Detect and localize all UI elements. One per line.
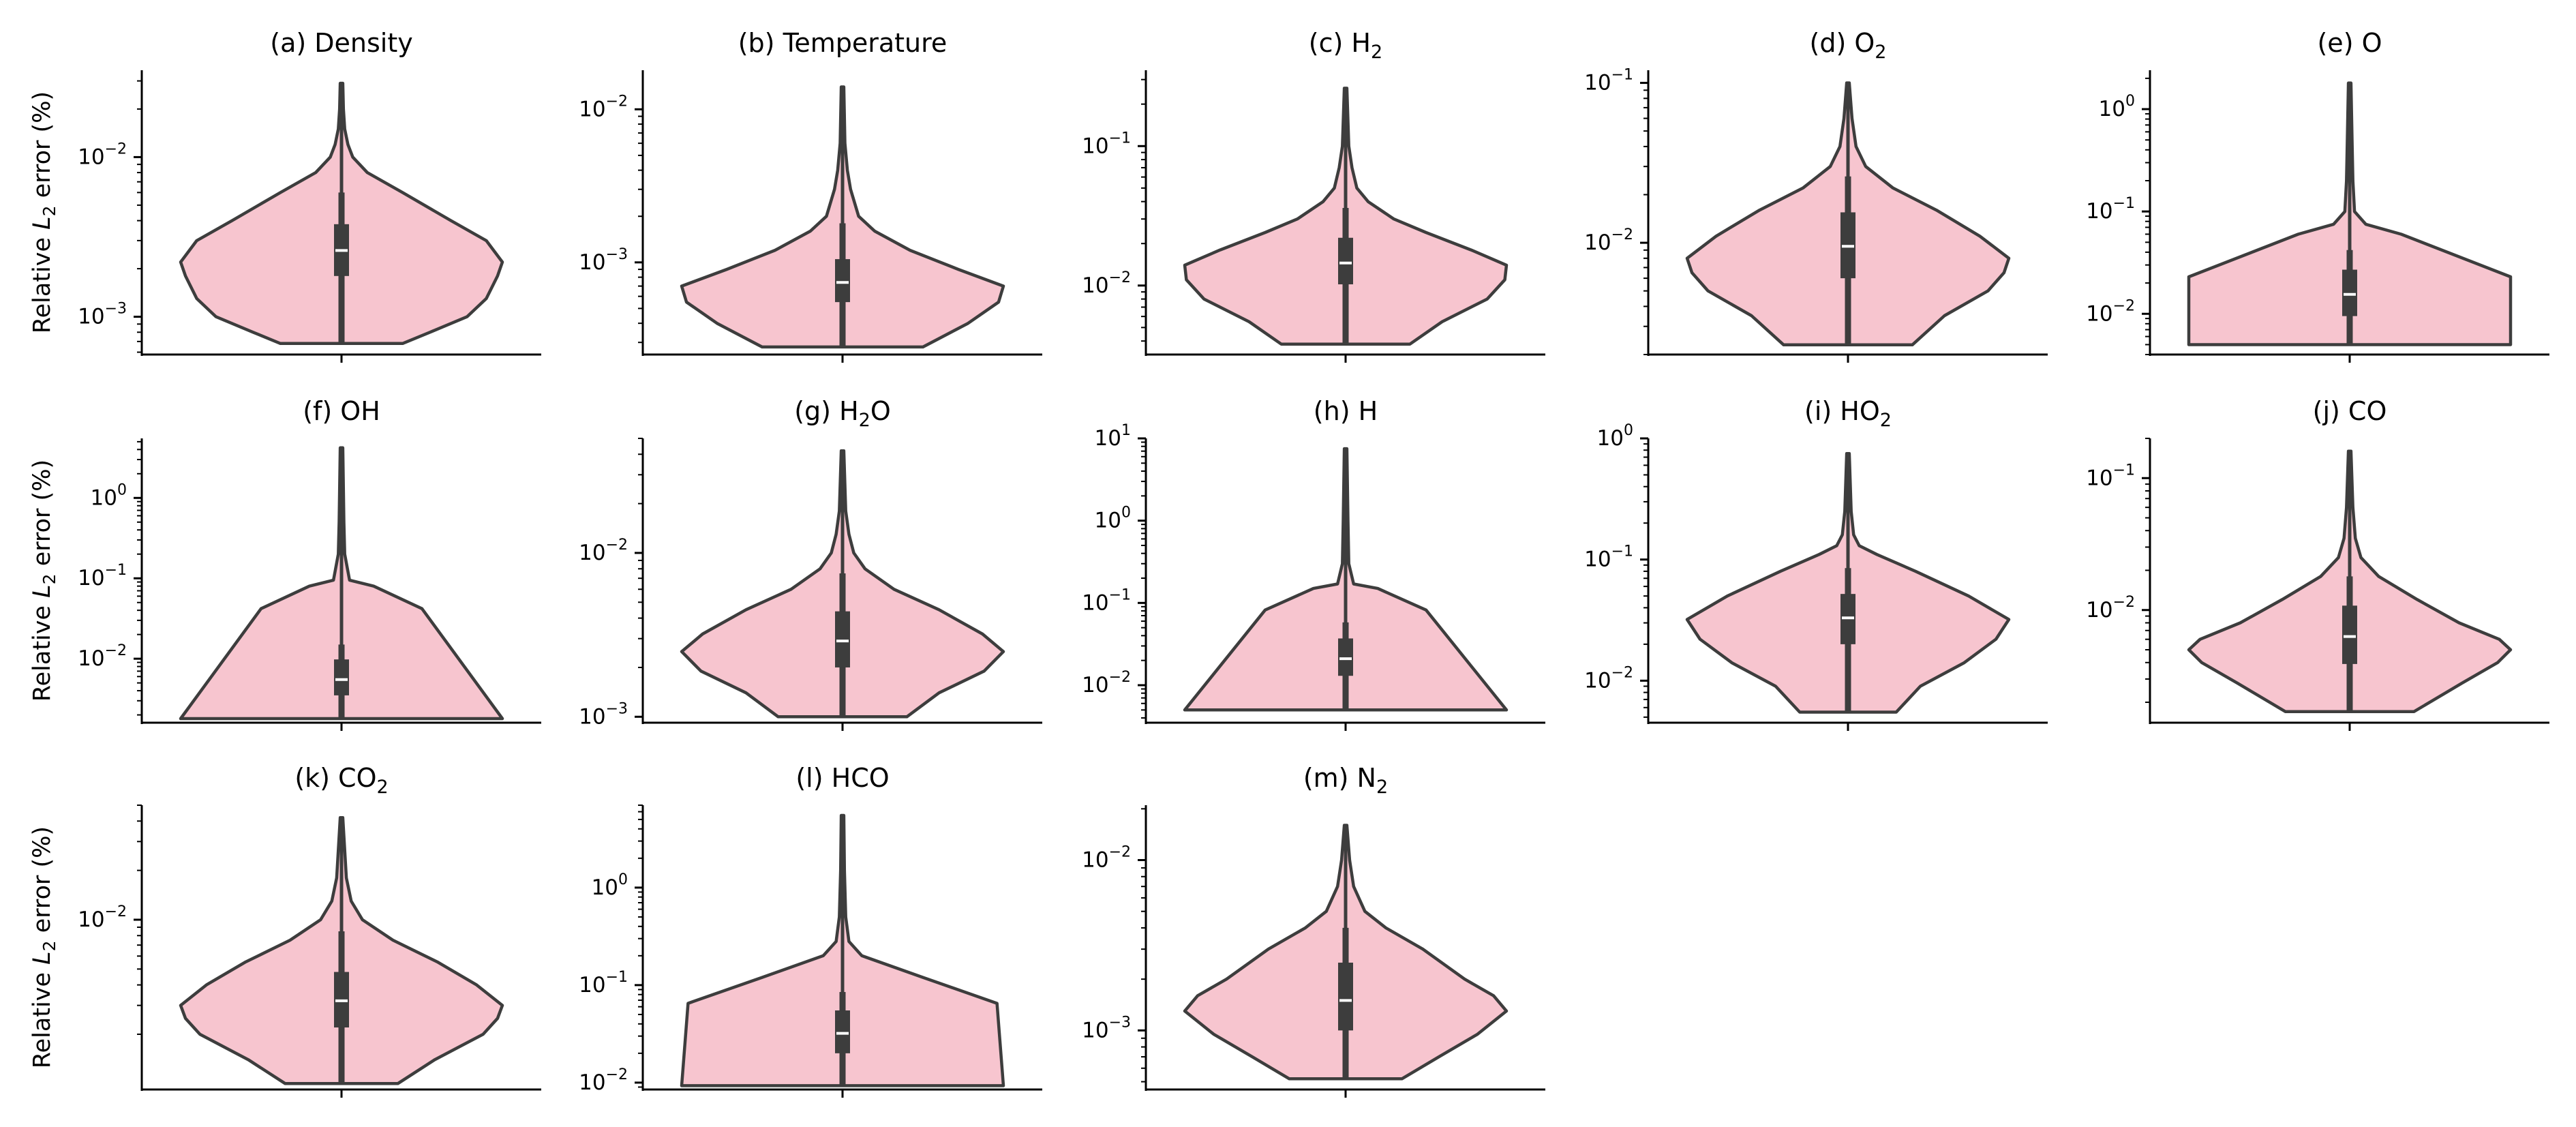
y-tick-label: 10−2 — [2086, 297, 2135, 326]
panel-title: (d) O2 — [1810, 28, 1887, 63]
y-tick-label: 10−2 — [1584, 664, 1633, 693]
iqr-box — [2342, 269, 2357, 316]
y-tick-label: 10−1 — [78, 562, 127, 590]
panel-title: (i) HO2 — [1804, 396, 1892, 431]
y-tick-label: 10−2 — [78, 903, 127, 932]
y-tick-label: 10−3 — [579, 700, 628, 729]
iqr-box — [1338, 638, 1353, 676]
panel-title: (c) H2 — [1309, 28, 1382, 63]
violin-panel: 10−2 10−1 100 (e) O — [2086, 28, 2549, 363]
iqr-box — [835, 1010, 850, 1053]
panel-title: (l) HCO — [795, 763, 889, 793]
y-tick-label: 100 — [2099, 93, 2135, 121]
y-tick-label: 10−1 — [2086, 195, 2135, 224]
iqr-box — [1338, 962, 1353, 1031]
y-axis-label: Relative L2 error (%) — [29, 826, 59, 1068]
y-tick-label: 100 — [91, 481, 127, 510]
violin-panel: 10−3 10−2 (b) Temperature — [579, 28, 1042, 363]
panel-title: (m) N2 — [1303, 763, 1388, 798]
y-tick-label: 10−2 — [1082, 269, 1131, 298]
panel-title: (j) CO — [2313, 396, 2387, 426]
violin-panel: 10−2 10−1 100 (l) HCO — [579, 763, 1042, 1098]
violin-panel: 10−2 10−1 100 101 (h) H — [1082, 396, 1545, 731]
y-tick-label: 10−1 — [1082, 130, 1131, 158]
panel-title: (b) Temperature — [738, 28, 948, 58]
y-tick-label: 10−2 — [2086, 594, 2135, 622]
violin-panel: 10−2 10−1 (c) H2 — [1082, 28, 1545, 363]
y-tick-label: 10−2 — [579, 93, 628, 121]
y-tick-label: 10−2 — [78, 140, 127, 169]
y-axis-label: Relative L2 error (%) — [29, 91, 59, 333]
iqr-box — [1338, 237, 1353, 285]
y-tick-label: 10−2 — [1082, 844, 1131, 873]
violin-panel: 10−2 (k) CO2 Relative L2 error (%) — [29, 763, 541, 1098]
y-tick-label: 10−2 — [1584, 226, 1633, 255]
y-tick-label: 10−2 — [579, 537, 628, 565]
y-tick-label: 10−3 — [78, 301, 127, 329]
iqr-box — [2342, 605, 2357, 664]
y-tick-label: 100 — [592, 871, 628, 900]
y-tick-label: 10−1 — [1584, 67, 1633, 95]
y-tick-label: 101 — [1095, 422, 1131, 451]
panel-title: (f) OH — [303, 396, 380, 426]
y-tick-label: 10−1 — [2086, 462, 2135, 490]
y-tick-label: 100 — [1597, 422, 1633, 451]
panel-title: (g) H2O — [794, 396, 891, 431]
y-axis-label: Relative L2 error (%) — [29, 460, 59, 702]
violin-panel: 10−3 10−2 (g) H2O — [579, 396, 1042, 731]
y-tick-label: 10−1 — [1082, 586, 1131, 615]
y-tick-label: 10−1 — [1584, 543, 1633, 572]
iqr-box — [835, 259, 850, 303]
violin-panel: 10−2 10−1 100 (i) HO2 — [1584, 396, 2048, 731]
panel-title: (e) O — [2317, 28, 2382, 58]
y-tick-label: 10−2 — [1082, 669, 1131, 697]
panel-title: (h) H — [1314, 396, 1378, 426]
iqr-box — [334, 659, 349, 695]
iqr-box — [835, 611, 850, 667]
y-tick-label: 10−3 — [579, 246, 628, 275]
y-tick-label: 10−2 — [78, 642, 127, 671]
y-tick-label: 10−1 — [579, 969, 628, 997]
y-tick-label: 10−2 — [579, 1066, 628, 1095]
violin-panel: 10−3 10−2 (m) N2 — [1082, 763, 1545, 1098]
violin-panel: 10−2 10−1 100 (f) OH Relative L2 error (%) — [29, 396, 541, 731]
y-tick-label: 10−3 — [1082, 1014, 1131, 1042]
panel-title: (a) Density — [270, 28, 412, 58]
violin-panel: 10−2 10−1 (j) CO — [2086, 396, 2549, 731]
y-tick-label: 100 — [1095, 505, 1131, 533]
violin-panel: 10−2 10−1 (d) O2 — [1584, 28, 2048, 363]
panel-title: (k) CO2 — [294, 763, 388, 798]
violin-panel: 10−3 10−2 (a) Density Relative L2 error (%) — [29, 28, 541, 363]
